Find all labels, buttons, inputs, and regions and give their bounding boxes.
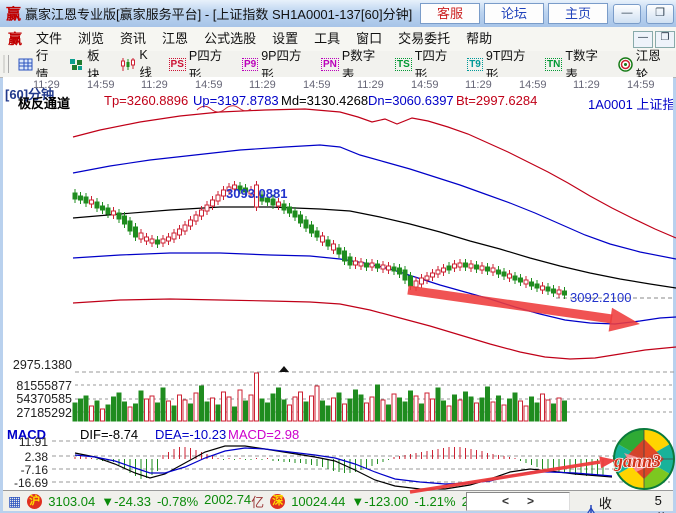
shenzhen-market-icon: 深 bbox=[270, 494, 286, 509]
macd-scale-3: -7.16 bbox=[20, 463, 48, 477]
app-logo-icon: 赢 bbox=[6, 6, 22, 23]
quote-grid-icon[interactable]: ▦ bbox=[8, 493, 22, 509]
maximize-window-button[interactable]: ❐ bbox=[646, 3, 674, 24]
volume-scale-1: 81555877 bbox=[16, 379, 72, 393]
time-axis-label: 14:59 bbox=[627, 79, 655, 91]
titlebar-button-3[interactable]: 主页 bbox=[548, 3, 608, 24]
next-page-button[interactable]: > bbox=[527, 494, 535, 508]
menu-item-6[interactable]: 设置 bbox=[272, 31, 299, 46]
sh-index-pct: -0.78% bbox=[156, 494, 199, 509]
child-restore-button[interactable]: ❐ bbox=[655, 30, 675, 48]
t9-icon: T9 bbox=[467, 57, 483, 71]
indicator-bt-value: Bt=2997.6284 bbox=[456, 93, 538, 108]
price-level-label: 2975.1380 bbox=[12, 358, 72, 372]
toolbar-button-3[interactable]: K线 bbox=[115, 48, 163, 80]
toolbar-grip[interactable] bbox=[3, 55, 9, 73]
time-axis-label: 11:29 bbox=[465, 79, 492, 91]
macd-scale-1: 11.91 bbox=[18, 435, 48, 449]
status-bar: ▦ 沪 3103.04 ▼-24.33 -0.78% 2002.74 亿 深 1… bbox=[3, 490, 673, 513]
macd-dif-value: DIF=-8.74 bbox=[80, 427, 139, 442]
macd-dea-value: DEA=-10.23 bbox=[155, 427, 227, 442]
menu-item-5[interactable]: 公式选股 bbox=[204, 31, 257, 46]
window-title: 赢家江恩专业版[赢家服务平台] - [上证指数 SH1A0001-137[60]… bbox=[25, 7, 413, 22]
ts-icon: TS bbox=[394, 57, 412, 71]
menu-item-4[interactable]: 江恩 bbox=[162, 31, 189, 46]
volume-scale-3: 27185292 bbox=[16, 406, 72, 420]
sh-index-amount: 2002.74 bbox=[204, 492, 252, 507]
signal-icon bbox=[586, 504, 596, 513]
time-axis-label: 14:59 bbox=[195, 79, 223, 91]
sh-amount-unit: 亿 bbox=[251, 495, 265, 510]
time-axis-label: 11:29 bbox=[357, 79, 384, 91]
menu-item-3[interactable]: 资讯 bbox=[120, 31, 147, 46]
toolbar-button-9[interactable]: TN T数字表 bbox=[540, 49, 613, 82]
prev-page-button[interactable]: < bbox=[501, 494, 509, 508]
table-icon bbox=[18, 58, 33, 71]
symbol-label: 1A0001 上证指数 bbox=[588, 97, 673, 112]
pn-icon: PN bbox=[321, 57, 339, 71]
time-axis-label: 11:29 bbox=[573, 79, 600, 91]
gann-logo-text: gann3 bbox=[613, 451, 661, 471]
minimize-window-button[interactable]: — bbox=[613, 3, 641, 24]
time-axis-label: 14:59 bbox=[87, 79, 115, 91]
sz-index-change: ▼-123.00 bbox=[351, 494, 409, 509]
time-axis-label: 11:29 bbox=[249, 79, 276, 91]
sh-index-change: ▼-24.33 bbox=[101, 494, 151, 509]
page-nav-panel: < > bbox=[466, 492, 570, 511]
time-axis-label: 11:29 bbox=[141, 79, 168, 91]
menu-logo-icon: 赢 bbox=[8, 31, 22, 47]
titlebar-button-2[interactable]: 论坛 bbox=[484, 3, 544, 24]
shanghai-market-icon: 沪 bbox=[27, 494, 43, 509]
gann-wheel-logo: gann3 bbox=[612, 428, 675, 490]
p9-icon: P9 bbox=[241, 57, 259, 71]
receive-period-text: 5分 bbox=[654, 493, 668, 513]
indicator-tp-value: Tp=3260.8896 bbox=[104, 93, 189, 108]
menu-item-9[interactable]: 交易委托 bbox=[398, 31, 451, 46]
volume-scale-2: 54370585 bbox=[16, 392, 72, 406]
child-minimize-button[interactable]: — bbox=[633, 30, 653, 48]
menu-item-1[interactable]: 文件 bbox=[36, 31, 63, 46]
toolbar: 行情 板块 K线 PS P四方形 P9 9P四方形 PN P数字表 TS T四方形 T9 9T四方形 TN… bbox=[0, 48, 676, 82]
timeframe-label: [60]分钟 bbox=[5, 87, 55, 102]
title-bar: 赢 赢家江恩专业版[赢家服务平台] - [上证指数 SH1A0001-137[6… bbox=[0, 0, 676, 27]
time-axis-label: 14:59 bbox=[303, 79, 331, 91]
titlebar-button-1[interactable]: 客服 bbox=[420, 3, 480, 24]
indicator-md-value: Md=3130.4268 bbox=[281, 93, 369, 108]
macd-scale-4: -16.69 bbox=[13, 476, 48, 490]
time-axis-label: 14:59 bbox=[519, 79, 547, 91]
toolbar-button-5[interactable]: P9 9P四方形 bbox=[237, 49, 316, 82]
macd-pane-title: MACD bbox=[7, 427, 46, 442]
tn-icon: TN bbox=[545, 57, 563, 71]
menu-item-8[interactable]: 窗口 bbox=[356, 31, 383, 46]
menu-item-2[interactable]: 浏览 bbox=[78, 31, 105, 46]
indicator-up-value: Up=3197.8783 bbox=[193, 93, 279, 108]
sz-index-price: 10024.44 bbox=[291, 494, 346, 509]
menu-item-10[interactable]: 帮助 bbox=[466, 31, 493, 46]
toolbar-button-10[interactable]: 江恩轮 bbox=[613, 49, 676, 82]
macd-scale-2: 2.38 bbox=[24, 450, 48, 464]
toolbar-label: K线 bbox=[139, 47, 152, 80]
sz-index-pct: -1.21% bbox=[414, 494, 456, 509]
macd-value: MACD=2.98 bbox=[228, 427, 300, 442]
blocks-icon bbox=[69, 58, 84, 71]
time-axis-label: 11:29 bbox=[33, 79, 60, 91]
sh-index-price: 3103.04 bbox=[48, 494, 96, 509]
ps-icon: PS bbox=[168, 57, 186, 71]
indicator-name: 极反通道 bbox=[18, 96, 71, 111]
indicator-dn-value: Dn=3060.6397 bbox=[368, 93, 454, 108]
candles-icon bbox=[120, 57, 136, 71]
menu-item-7[interactable]: 工具 bbox=[314, 31, 341, 46]
peak-price-annotation: 3093.0881 bbox=[226, 186, 288, 201]
last-price-annotation: 3092.2100 bbox=[570, 290, 632, 305]
time-axis-label: 14:59 bbox=[411, 79, 439, 91]
wheel-icon bbox=[618, 56, 633, 72]
